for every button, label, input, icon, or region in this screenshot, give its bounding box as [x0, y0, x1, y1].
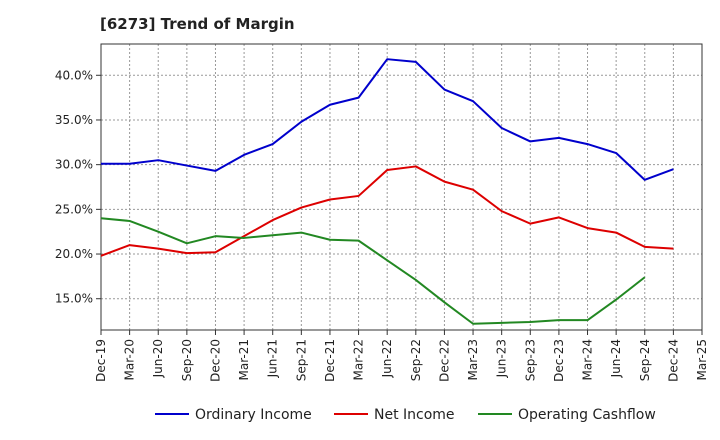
x-tick-label: Jun-21: [266, 339, 280, 378]
x-tick-label: Jun-24: [609, 339, 623, 378]
x-tick-label: Sep-20: [180, 339, 194, 381]
series-lines: [100, 58, 674, 325]
x-tick-label: Sep-21: [294, 339, 308, 381]
grid-lines: [100, 44, 703, 330]
series-line-operating-cashflow: [100, 217, 646, 325]
x-tick-label: Mar-22: [352, 339, 366, 380]
legend: Ordinary Income Net Income Operating Cashf…: [155, 407, 656, 423]
x-tick-label: Mar-20: [123, 339, 137, 380]
x-tick-label: Mar-23: [466, 339, 480, 380]
plot-frame: [100, 43, 703, 331]
x-tick-label: Dec-21: [323, 339, 337, 382]
x-tick-label: Dec-19: [94, 339, 108, 382]
x-tick-label: Jun-23: [495, 339, 509, 378]
x-tick-label: Jun-20: [151, 339, 165, 378]
x-tick-label: Jun-22: [380, 339, 394, 378]
chart-title: [6273] Trend of Margin: [100, 15, 295, 33]
y-tick-label: 15.0%: [55, 292, 93, 306]
legend-label-operating-cashflow: Operating Cashflow: [518, 407, 656, 423]
series-line-net-income: [100, 165, 674, 257]
y-tick-label: 40.0%: [55, 68, 93, 82]
x-tick-label: Sep-23: [523, 339, 537, 381]
y-axis-ticks: 15.0% 20.0% 25.0% 30.0% 35.0% 40.0%: [55, 68, 101, 306]
x-tick-label: Dec-22: [437, 339, 451, 382]
x-tick-label: Mar-21: [237, 339, 251, 380]
x-tick-label: Dec-20: [208, 339, 222, 382]
x-tick-label: Sep-24: [638, 339, 652, 381]
legend-label-net-income: Net Income: [374, 407, 455, 423]
legend-label-ordinary-income: Ordinary Income: [195, 407, 312, 423]
y-tick-label: 20.0%: [55, 247, 93, 261]
series-line-ordinary-income: [101, 58, 674, 181]
x-tick-label: Dec-24: [666, 339, 680, 382]
y-tick-label: 35.0%: [55, 113, 93, 127]
x-tick-label: Mar-24: [581, 339, 595, 380]
y-tick-label: 30.0%: [55, 158, 93, 172]
x-tick-label: Sep-22: [409, 339, 423, 381]
x-tick-label: Dec-23: [552, 339, 566, 382]
y-tick-label: 25.0%: [55, 202, 93, 216]
x-axis-ticks: Dec-19 Mar-20 Jun-20 Sep-20 Dec-20 Mar-21 Jun-…: [94, 330, 709, 382]
axes: [100, 43, 703, 331]
x-tick-label: Mar-25: [695, 339, 709, 380]
